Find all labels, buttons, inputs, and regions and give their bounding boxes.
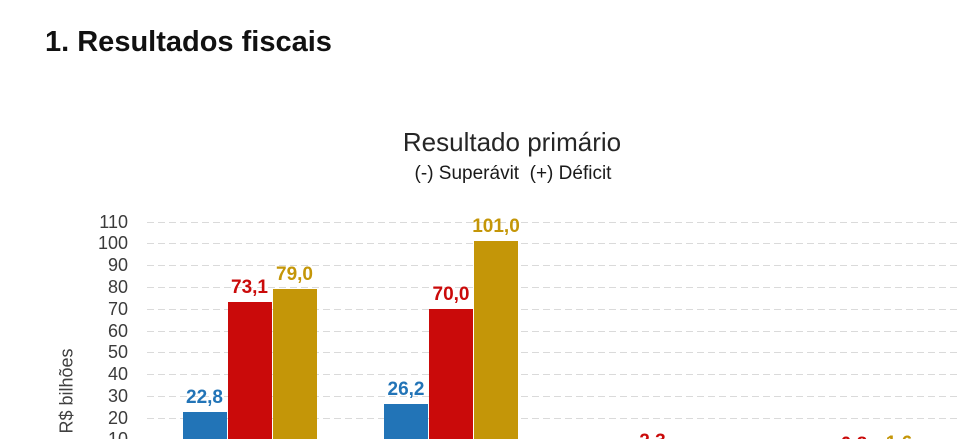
bar-value-label: 2,3 (616, 431, 690, 439)
bar-value-label: 26,2 (387, 379, 425, 401)
page-title: 1. Resultados fiscais (45, 26, 332, 58)
y-tick-label: 10 (40, 428, 128, 439)
bar-serie-azul (384, 404, 428, 439)
bar-value-label: 0,8 (817, 434, 891, 439)
gridline (147, 265, 957, 267)
y-tick-label: 80 (107, 277, 128, 297)
gridline (147, 374, 957, 376)
y-tick-label: 60 (107, 320, 128, 341)
y-tick-label: 30 (107, 385, 128, 406)
bar-value-label: 101,0 (472, 216, 520, 238)
chart-subtitle: (-) Superávit (+) Déficit (414, 163, 612, 184)
y-tick-label: 20 (107, 407, 128, 428)
gridline (147, 352, 957, 354)
bar-serie-dourada (474, 241, 518, 439)
gridline (147, 287, 957, 288)
y-tick-label: 40 (107, 364, 128, 385)
gridline (147, 243, 957, 245)
gridline (147, 417, 957, 419)
y-tick-label: 50 (107, 342, 128, 363)
bar-serie-vermelha (227, 302, 272, 439)
y-tick-label: 70 (107, 298, 128, 319)
y-tick-label: 110 (99, 211, 128, 232)
bar-serie-azul (182, 411, 227, 439)
bar-value-label: 1,6 (862, 433, 936, 439)
gridline (147, 395, 957, 397)
bar-serie-dourada (272, 289, 317, 439)
bar-serie-vermelha (429, 308, 473, 439)
bar-value-label: 73,1 (231, 277, 268, 299)
gridline (147, 330, 957, 332)
bar-value-label: 22,8 (186, 386, 223, 408)
bar-value-label: 79,0 (276, 264, 313, 286)
y-tick-label: 90 (107, 255, 128, 276)
bar-value-label: 70,0 (432, 283, 470, 305)
chart-title: Resultado primário (402, 127, 622, 157)
gridline (147, 221, 957, 223)
y-tick-label: 100 (97, 233, 128, 254)
gridline (147, 308, 957, 310)
